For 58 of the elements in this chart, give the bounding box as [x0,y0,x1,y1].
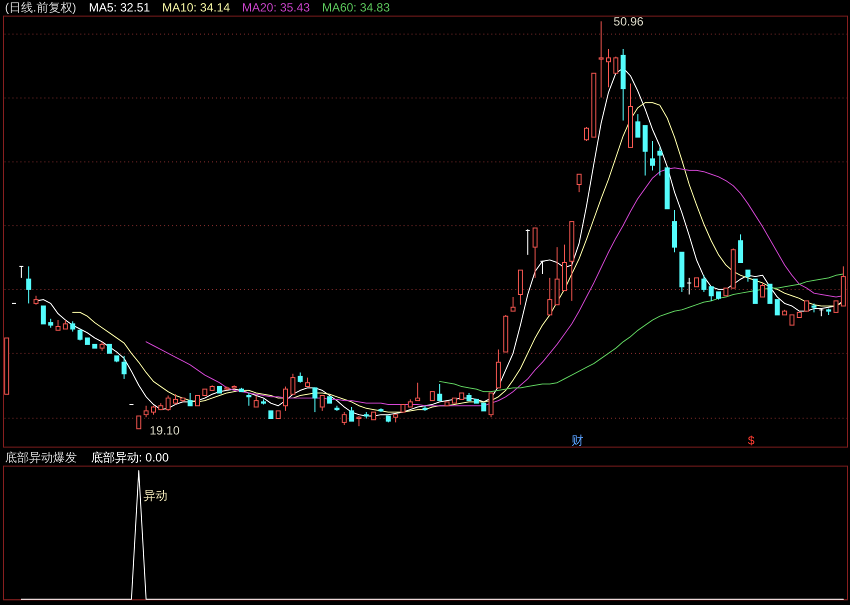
candlestick [290,373,296,395]
candlestick [767,284,772,304]
candlestick [701,274,706,292]
candlestick [708,286,714,302]
candlestick [144,405,149,418]
candlestick [298,372,303,384]
candlestick [804,300,810,312]
candlestick [635,114,640,138]
chart-title: (日线.前复权) [4,0,76,15]
candlestick [320,395,325,412]
candlestick [194,395,200,406]
candlestick [488,392,494,418]
candlestick [188,392,193,406]
candlestick [246,392,252,406]
candlestick [437,383,442,402]
candlestick [342,412,347,426]
candlestick [598,20,604,98]
candlestick [532,227,538,278]
annotation: $ [748,434,755,448]
candlestick [738,234,744,263]
text: MA60: 34.83 [322,0,390,15]
candlestick [283,386,288,412]
candlestick [650,140,656,171]
text: MA10: 34.14 [162,0,230,15]
candlestick [172,394,178,405]
candlestick [576,174,582,193]
candlestick [254,395,259,408]
candlestick [510,296,516,312]
annotation: 异动 [144,488,168,503]
text: MA20: 35.43 [242,0,310,15]
candlestick [774,299,780,316]
candlestick [70,320,76,332]
chart-title: 底部异动爆发 [4,450,77,465]
candlestick [760,282,766,298]
candlestick [606,48,611,88]
candlestick [312,387,318,413]
candlestick [356,415,362,427]
candlestick [136,415,142,430]
candlestick [415,382,420,402]
candlestick [745,270,750,282]
series-label: 底部异动: 0.00 [90,450,170,465]
candlestick [657,146,662,176]
annotation: 财 [572,434,584,448]
candlestick [40,305,46,324]
candlestick [584,126,589,142]
candlestick [78,330,83,342]
candlestick [349,406,354,422]
candlestick [789,314,794,326]
annotation: 50.96 [614,14,644,29]
text: MA5: 32.51 [88,0,150,15]
candlestick [26,266,32,304]
annotation: 19.10 [150,424,180,438]
candlestick [56,320,61,331]
candlestick [122,355,127,380]
candlestick [547,277,552,316]
candlestick [166,395,171,412]
candlestick [834,300,838,313]
candlestick [613,56,618,74]
